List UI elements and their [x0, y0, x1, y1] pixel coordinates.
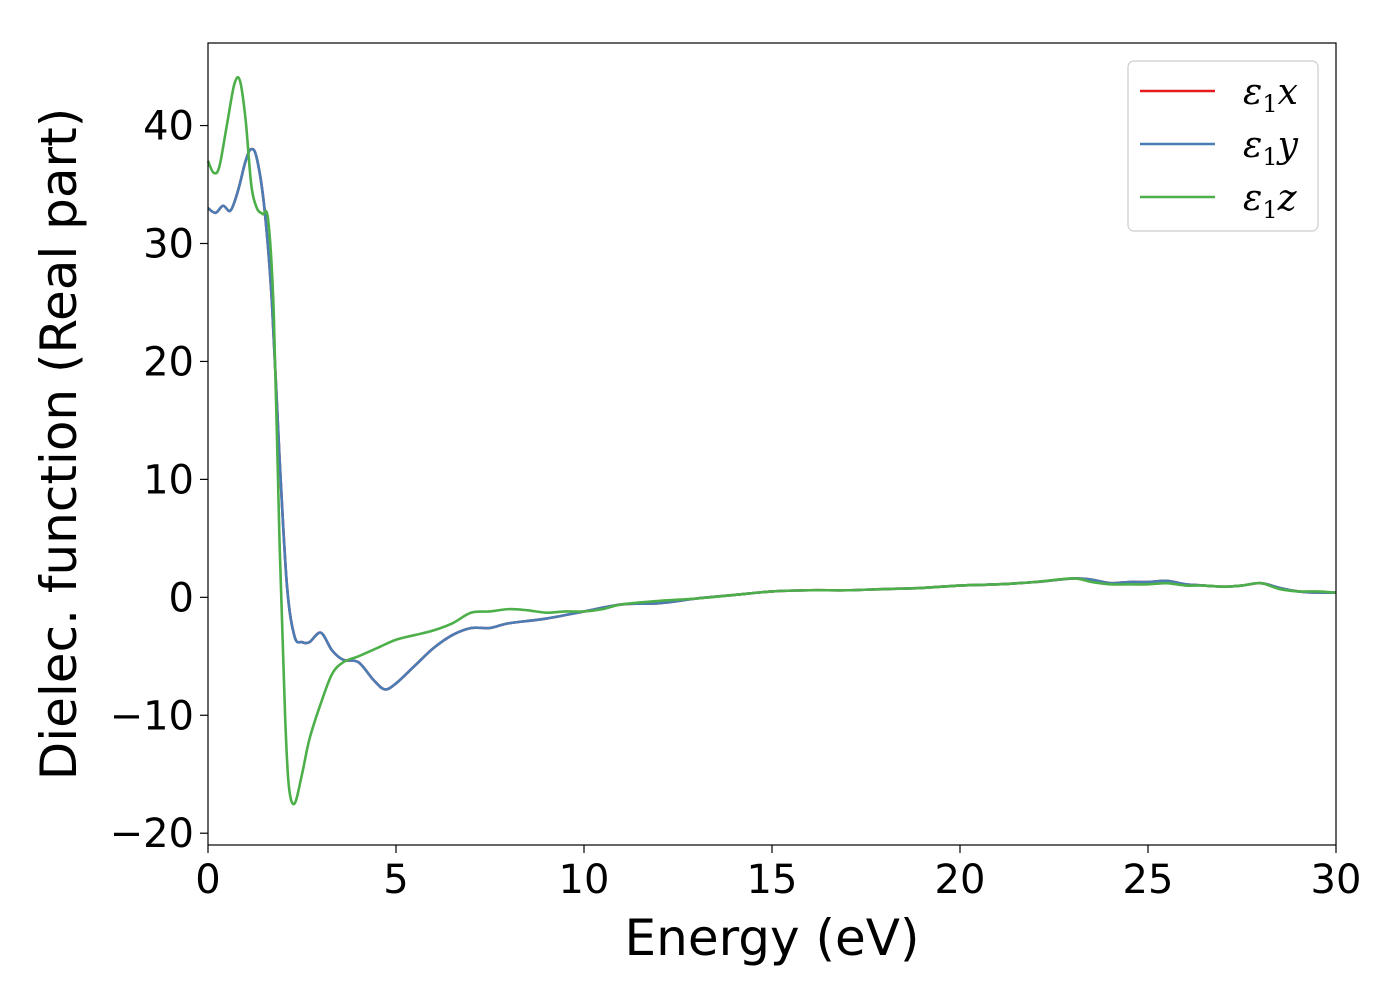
y-tick-label: 10: [143, 457, 194, 503]
x-tick-label: 25: [1123, 857, 1174, 903]
y-tick-label: 30: [143, 222, 194, 268]
x-tick-label: 0: [195, 857, 220, 903]
y-tick-label: −10: [110, 693, 194, 739]
series-layer: [206, 75, 1337, 806]
y-tick-label: 40: [143, 104, 194, 150]
x-tick-label: 20: [935, 857, 986, 903]
x-tick-label: 5: [383, 857, 408, 903]
y-tick-label: −20: [110, 811, 194, 857]
x-tick-label: 10: [559, 857, 610, 903]
x-tick-label: 15: [747, 857, 798, 903]
x-axis: 0 5 10 15 20 25 30: [195, 845, 1361, 903]
y-axis: −20 −10 0 10 20 30 40: [110, 104, 208, 857]
y-tick-label: 20: [143, 339, 194, 385]
x-axis-label: Energy (eV): [625, 909, 920, 967]
legend: ε1x ε1y ε1z: [1127, 60, 1319, 232]
y-tick-label: 0: [169, 575, 194, 621]
series-line-z: [206, 75, 1337, 806]
legend-label-y: ε1y: [1243, 125, 1299, 171]
legend-label-z: ε1z: [1243, 178, 1298, 224]
x-tick-label: 30: [1311, 857, 1362, 903]
legend-label-x: ε1x: [1243, 72, 1298, 118]
legend-box: [1127, 60, 1319, 232]
y-axis-label: Dielec. function (Real part): [30, 108, 88, 780]
